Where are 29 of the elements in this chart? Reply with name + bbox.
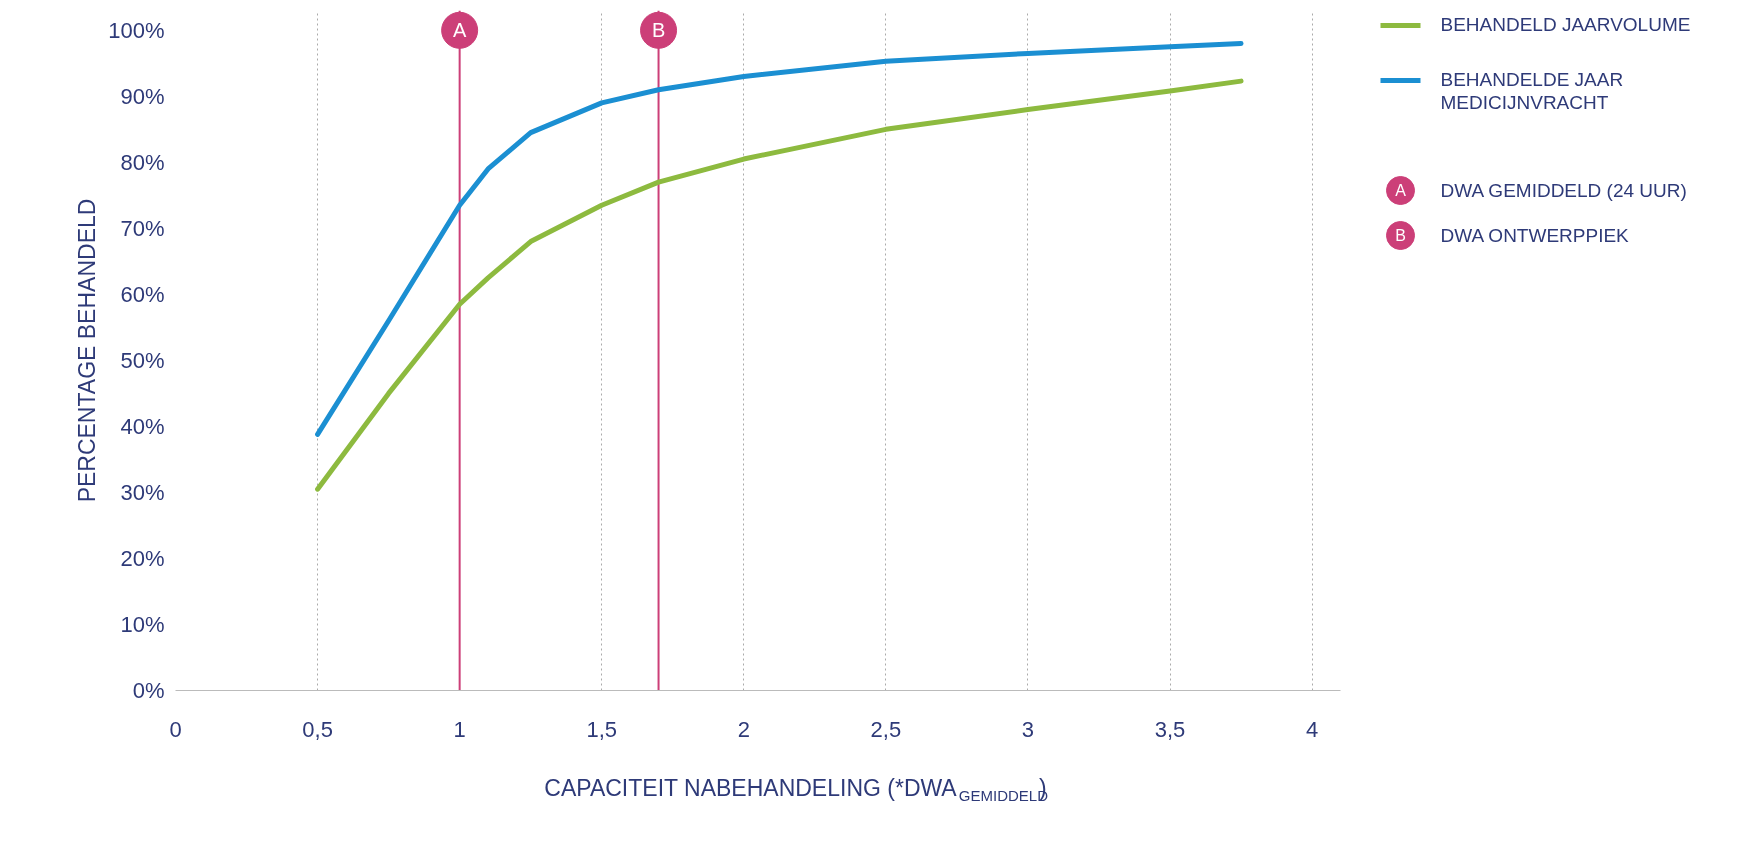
x-tick-label: 1 — [453, 716, 466, 742]
legend-label: BEHANDELDE JAAR MEDICIJNVRACHT — [1440, 68, 1624, 113]
y-tick-label: 70% — [120, 215, 165, 241]
y-tick-label: 90% — [120, 83, 165, 109]
y-tick-label: 60% — [120, 281, 165, 307]
x-tick-label: 4 — [1305, 716, 1319, 742]
x-tick-label: 2,5 — [870, 716, 902, 742]
text: DWA GEMIDDELD (24 UUR) — [1440, 180, 1687, 201]
ref-line-label: B — [651, 19, 666, 42]
y-tick-label: 80% — [120, 149, 165, 175]
legend-label: BEHANDELD JAARVOLUME — [1440, 13, 1691, 35]
y-tick-label: 10% — [120, 611, 165, 637]
text: A — [1395, 182, 1406, 199]
x-tick-label: 0 — [169, 716, 182, 742]
x-tick-label: 0,5 — [302, 716, 333, 742]
y-tick-label: 40% — [120, 413, 165, 439]
y-tick-label: 20% — [120, 545, 165, 571]
y-tick-label: 100% — [108, 17, 165, 43]
x-tick-label: 3 — [1021, 716, 1035, 742]
ref-line-label: A — [452, 19, 467, 42]
y-tick-label: 50% — [120, 347, 165, 373]
y-tick-label: 0% — [132, 678, 165, 703]
x-tick-label: 3,5 — [1154, 716, 1186, 742]
y-axis-title: PERCENTAGE BEHANDELD — [74, 198, 101, 503]
x-tick-label: 1,5 — [586, 716, 618, 742]
text: DWA ONTWERPPIEK — [1440, 225, 1630, 246]
x-tick-label: 2 — [737, 716, 750, 742]
y-tick-label: 30% — [120, 479, 165, 505]
text: B — [1395, 227, 1406, 244]
